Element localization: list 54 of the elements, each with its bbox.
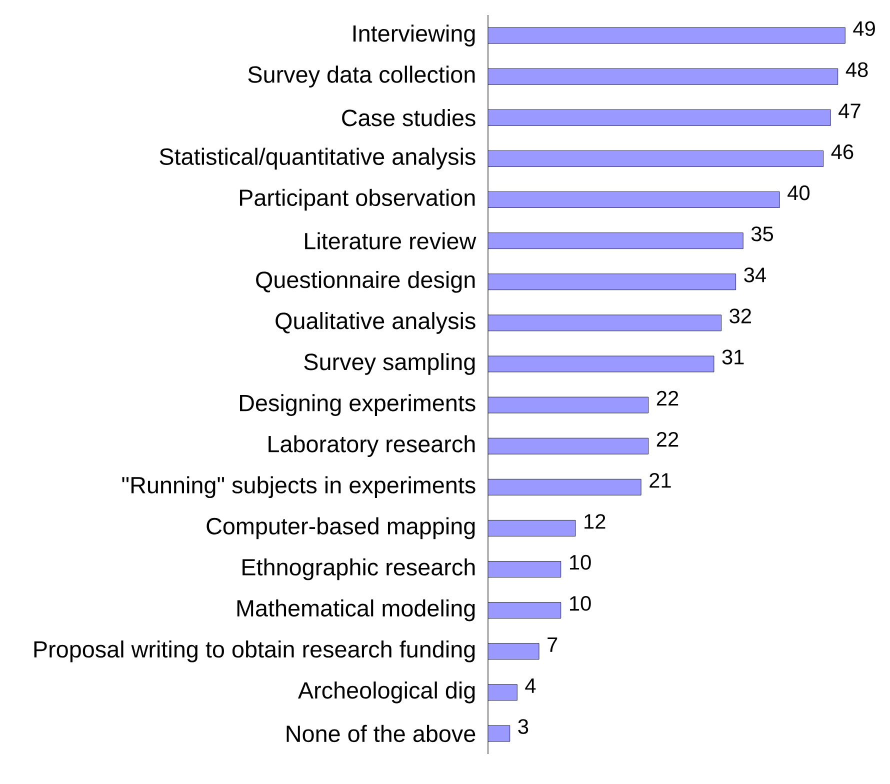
bar (488, 192, 780, 208)
data-label: 31 (722, 350, 744, 364)
bar (488, 602, 562, 619)
y-tick-label: Mathematical modeling (237, 599, 475, 622)
bar (488, 725, 510, 742)
data-label: 22 (656, 390, 678, 406)
y-tick-label: None of the above (286, 724, 476, 742)
bar (488, 274, 736, 290)
bar (488, 643, 540, 660)
bar (488, 150, 824, 167)
data-label: 10 (570, 596, 591, 611)
y-tick-label: Statistical/quantitative analysis (160, 148, 476, 170)
y-tick-label: Computer-based mapping (206, 517, 475, 540)
bar (488, 109, 831, 126)
y-tick-label: "Running" subjects in experiments (122, 476, 476, 498)
bar (488, 314, 722, 332)
bar (488, 232, 744, 250)
data-label: 32 (730, 308, 751, 324)
data-label: 46 (831, 144, 854, 160)
bar (488, 396, 649, 414)
data-label: 35 (751, 226, 774, 242)
data-label: 40 (788, 185, 810, 200)
data-label: 47 (838, 104, 860, 118)
data-label: 34 (744, 268, 766, 282)
y-tick-label: Participant observation (240, 188, 475, 211)
data-label: 22 (656, 432, 678, 447)
data-label: 12 (584, 514, 606, 529)
y-tick-label: Questionnaire design (256, 270, 475, 293)
data-label: 10 (570, 554, 591, 570)
y-tick-label: Laboratory research (268, 435, 475, 457)
y-tick-label: Case studies (342, 109, 476, 126)
y-tick-label: Ethnographic research (242, 558, 475, 580)
data-label: 49 (853, 21, 875, 36)
data-label: 48 (846, 62, 868, 78)
bar (488, 27, 846, 44)
bar (488, 684, 518, 701)
bar (488, 520, 576, 536)
data-label: 7 (548, 637, 558, 652)
y-tick-label: Proposal writing to obtain research funding (34, 640, 475, 662)
data-label: 21 (650, 473, 671, 488)
y-tick-label: Literature review (305, 232, 476, 250)
bar (488, 561, 562, 578)
y-tick-label: Archeological dig (298, 682, 475, 704)
bar (488, 356, 714, 372)
data-label: 4 (525, 678, 536, 693)
y-tick-label: Interviewing (353, 24, 475, 46)
bar (488, 438, 649, 454)
data-label: 3 (518, 719, 528, 734)
y-tick-label: Survey data collection (248, 66, 475, 88)
y-tick-label: Qualitative analysis (276, 312, 476, 334)
bar (488, 68, 838, 85)
y-tick-label: Survey sampling (304, 353, 475, 375)
y-tick-label: Designing experiments (240, 394, 476, 416)
bar (488, 478, 642, 496)
